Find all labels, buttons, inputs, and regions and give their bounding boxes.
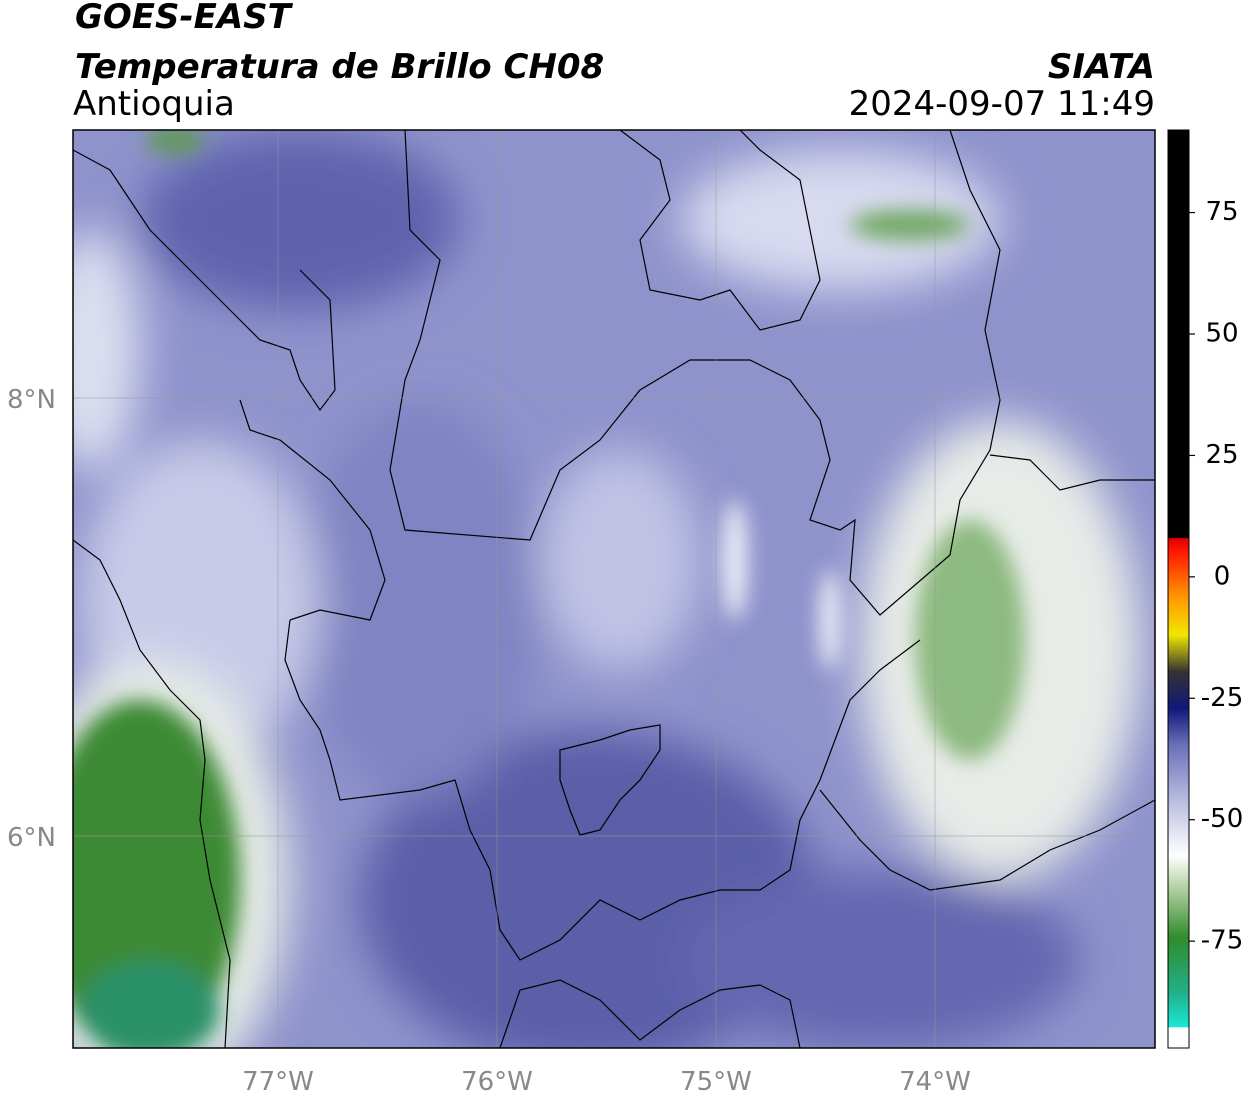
title: Temperatura de Brillo CH08: [75, 47, 604, 87]
region: Antioquia: [73, 84, 235, 124]
boundaries: [73, 130, 1155, 1048]
colorbar: [1167, 129, 1190, 1049]
colorbar-tick-label: -25: [1201, 683, 1243, 713]
lon-label: 76°W: [461, 1067, 533, 1097]
graticule: [73, 130, 1155, 1048]
satellite-image: [73, 130, 1155, 1048]
agency: SIATA: [1048, 47, 1155, 87]
colorbar-tick-label: 0: [1214, 561, 1231, 591]
lat-label: 8°N: [7, 385, 56, 415]
colorbar-tick-label: -50: [1201, 804, 1243, 834]
colorbar-tick-label: -75: [1201, 926, 1243, 956]
lon-label: 77°W: [242, 1067, 314, 1097]
colorbar-tick-label: 75: [1205, 197, 1238, 227]
colorbar-tick-label: 50: [1205, 319, 1238, 349]
lat-label: 6°N: [7, 823, 56, 853]
lon-label: 75°W: [680, 1067, 752, 1097]
colorbar-ticks: -75 -50 -25 0 25 50 75: [1189, 197, 1243, 956]
lon-label: 74°W: [899, 1067, 971, 1097]
source: GOES-EAST: [75, 0, 294, 37]
map-frame: [72, 129, 1156, 1049]
datetime: 2024-09-07 11:49: [849, 84, 1155, 124]
colorbar-tick-label: 25: [1205, 440, 1238, 470]
